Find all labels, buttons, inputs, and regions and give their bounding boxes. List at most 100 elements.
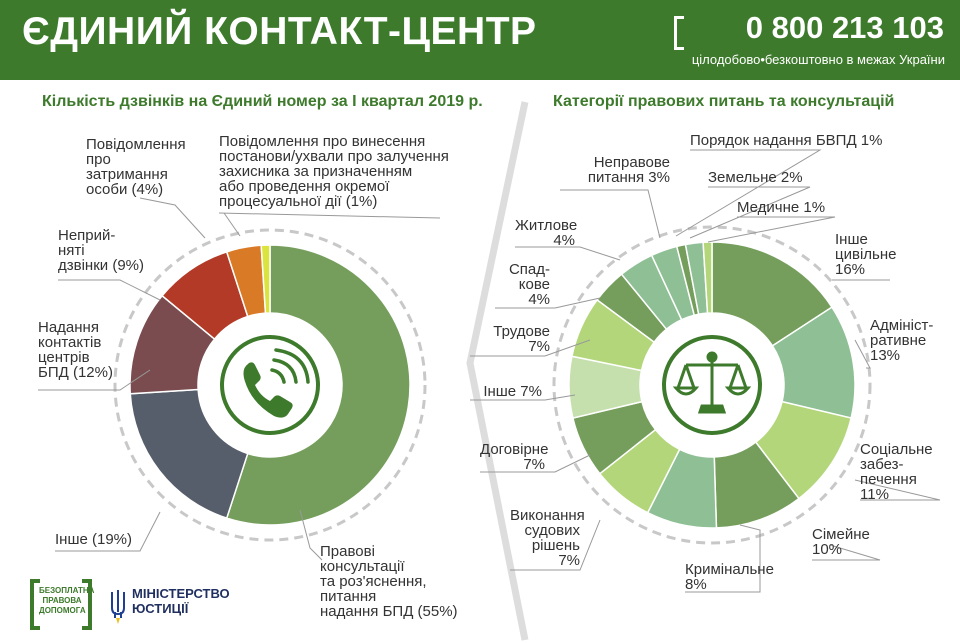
left-label-resolution-notice: Повідомлення про винесення постанови/ухва… [219, 134, 449, 209]
left-label-other: Інше (19%) [55, 532, 132, 547]
leader-line [223, 212, 241, 237]
slice-label-line: Неправове [593, 154, 670, 171]
slice-label-line: надання БПД (55%) [320, 603, 458, 620]
slice-label-line: 16% [835, 261, 866, 278]
legal-aid-logo-line: БЕЗОПЛАТНА [39, 586, 95, 595]
slice-label-line: няті [58, 242, 85, 259]
ministry-of-justice-text: МІНІСТЕРСТВО ЮСТИЦІЇ [132, 586, 230, 616]
right-label-housing: Житлове 4% [515, 217, 578, 249]
slice-label-line: 11% [860, 486, 889, 503]
header-bar: ЄДИНИЙ КОНТАКТ-ЦЕНТР 0 800 213 103 цілод… [0, 0, 960, 80]
slice-label-line: 10% [812, 541, 843, 558]
phone-bracket-icon [674, 16, 684, 50]
slice-label-line: або проведення окремої [219, 178, 390, 195]
slice-label-line: судових [524, 522, 580, 539]
slice-label-line: забез- [860, 456, 904, 473]
slice-label-line: питання 3% [587, 169, 670, 186]
leader-line [495, 297, 601, 309]
slice-label-line: Надання [38, 319, 99, 336]
slice-label-line: захисника за призначенням [219, 163, 413, 180]
leader-line [470, 394, 576, 401]
right-label-inheritance: Спад-кове 4% [495, 262, 550, 307]
slice-label-line: постанови/ухвали про залучення [219, 148, 449, 165]
left-chart-title: Кількість дзвінків на Єдиний номер за I … [42, 93, 483, 110]
left-label-center-contacts: Надання контактів центрів БПД (12%) [38, 320, 113, 380]
right-label-labor: Трудове 7% [470, 324, 550, 354]
leader-line [854, 479, 941, 501]
divider-chevron [466, 101, 529, 641]
leader-line [58, 279, 161, 301]
right-label-family: Сімейне 10% [812, 527, 870, 557]
slice-label-line: 4% [528, 291, 550, 308]
leader-line [812, 544, 881, 561]
slice-label-line: Земельне 2% [708, 169, 803, 186]
leader-line [55, 511, 161, 552]
slice-label-line: Інше [835, 231, 868, 248]
slice-label-line: про [86, 151, 111, 168]
leader-line [854, 339, 871, 369]
slice-label-line: Повідомлення [86, 136, 186, 153]
slice-label-line: печення [860, 471, 917, 488]
slice-label-line: контактів [38, 334, 102, 351]
slice-label-line: Інше (19%) [55, 531, 133, 548]
right-label-other-civil: Інше цивільне 16% [835, 232, 896, 277]
slice-label-line: Неприй- [58, 227, 116, 244]
slice-label-line: Сімейне [812, 526, 870, 543]
slice-label-line: 13% [870, 347, 901, 364]
legal-aid-logo-text: БЕЗОПЛАТНА ПРАВОВА ДОПОМОГА [39, 586, 95, 616]
right-label-social-security: Соціальне забез-печення 11% [860, 442, 933, 502]
right-label-administrative: Адмініст-ративне 13% [870, 318, 933, 363]
phone-subtitle: цілодобово•безкоштовно в межах України [691, 52, 945, 67]
leader-line [480, 454, 591, 473]
leader-line [38, 369, 151, 391]
center-icon-ring [662, 335, 762, 435]
slice-label-line: центрів [38, 349, 90, 366]
leader-line [515, 246, 621, 261]
slice-label-line: Порядок надання БВПД 1% [690, 132, 883, 149]
right-label-land: Земельне 2% [708, 170, 803, 185]
slice-label-line: Виконання [510, 507, 585, 524]
slice-label-line: кове [518, 276, 550, 293]
right-label-court-decisions: Виконання судових рішень 7% [510, 507, 585, 569]
right-label-contractual: Договірне 7% [480, 441, 549, 473]
left-label-missed-calls: Неприй-няті дзвінки (9%) [58, 228, 144, 273]
slice-label-line: 7% [523, 456, 545, 473]
slice-label-line: Договірне [480, 441, 549, 458]
legal-aid-logo-line: ДОПОМОГА [39, 606, 86, 615]
chart-dashed-ring [113, 228, 427, 542]
slice-label-line: та роз'яснення, [320, 573, 427, 590]
leader-line [218, 212, 441, 219]
slice-label-line: Соціальне [860, 441, 933, 458]
right-label-other: Інше 7% [470, 384, 542, 399]
legal-aid-logo-line: ПРАВОВА [42, 596, 82, 605]
chart-dashed-ring [552, 225, 872, 545]
phone-icon [243, 348, 310, 418]
slice-label-line: Інше 7% [483, 383, 542, 400]
slice-label-line: Житлове [515, 217, 578, 234]
slice-label-line: ративне [870, 332, 927, 349]
ministry-line: ЮСТИЦІЇ [132, 601, 189, 616]
slice-label-line: 8% [685, 576, 707, 593]
left-label-detention: Повідомлення про затримання особи (4%) [86, 137, 186, 197]
leader-line [299, 509, 323, 561]
left-label-legal-consultations: Правові консультації та роз'яснення, питанн… [320, 544, 458, 619]
leader-line [689, 186, 811, 239]
slice-label-line: дзвінки (9%) [58, 257, 144, 274]
right-chart-title: Категорії правових питань та консультаці… [553, 93, 895, 110]
center-icon-ring [220, 335, 320, 435]
phone-number: 0 800 213 103 [745, 10, 944, 45]
pie-slice [260, 244, 271, 314]
slice-label-line: БПД (12%) [38, 364, 113, 381]
slice-label-line: Медичне 1% [737, 199, 826, 216]
slice-label-line: Трудове [493, 323, 550, 340]
leader-line [560, 189, 661, 239]
slice-label-line: 7% [558, 552, 580, 569]
slice-label-line: Повідомлення про винесення [219, 133, 426, 150]
slice-label-line: затримання [86, 166, 168, 183]
slice-label-line: питання [320, 588, 377, 605]
slice-label-line: Спад- [508, 261, 550, 278]
slice-label-line: 7% [528, 338, 550, 355]
slice-label-line: 4% [553, 232, 575, 249]
